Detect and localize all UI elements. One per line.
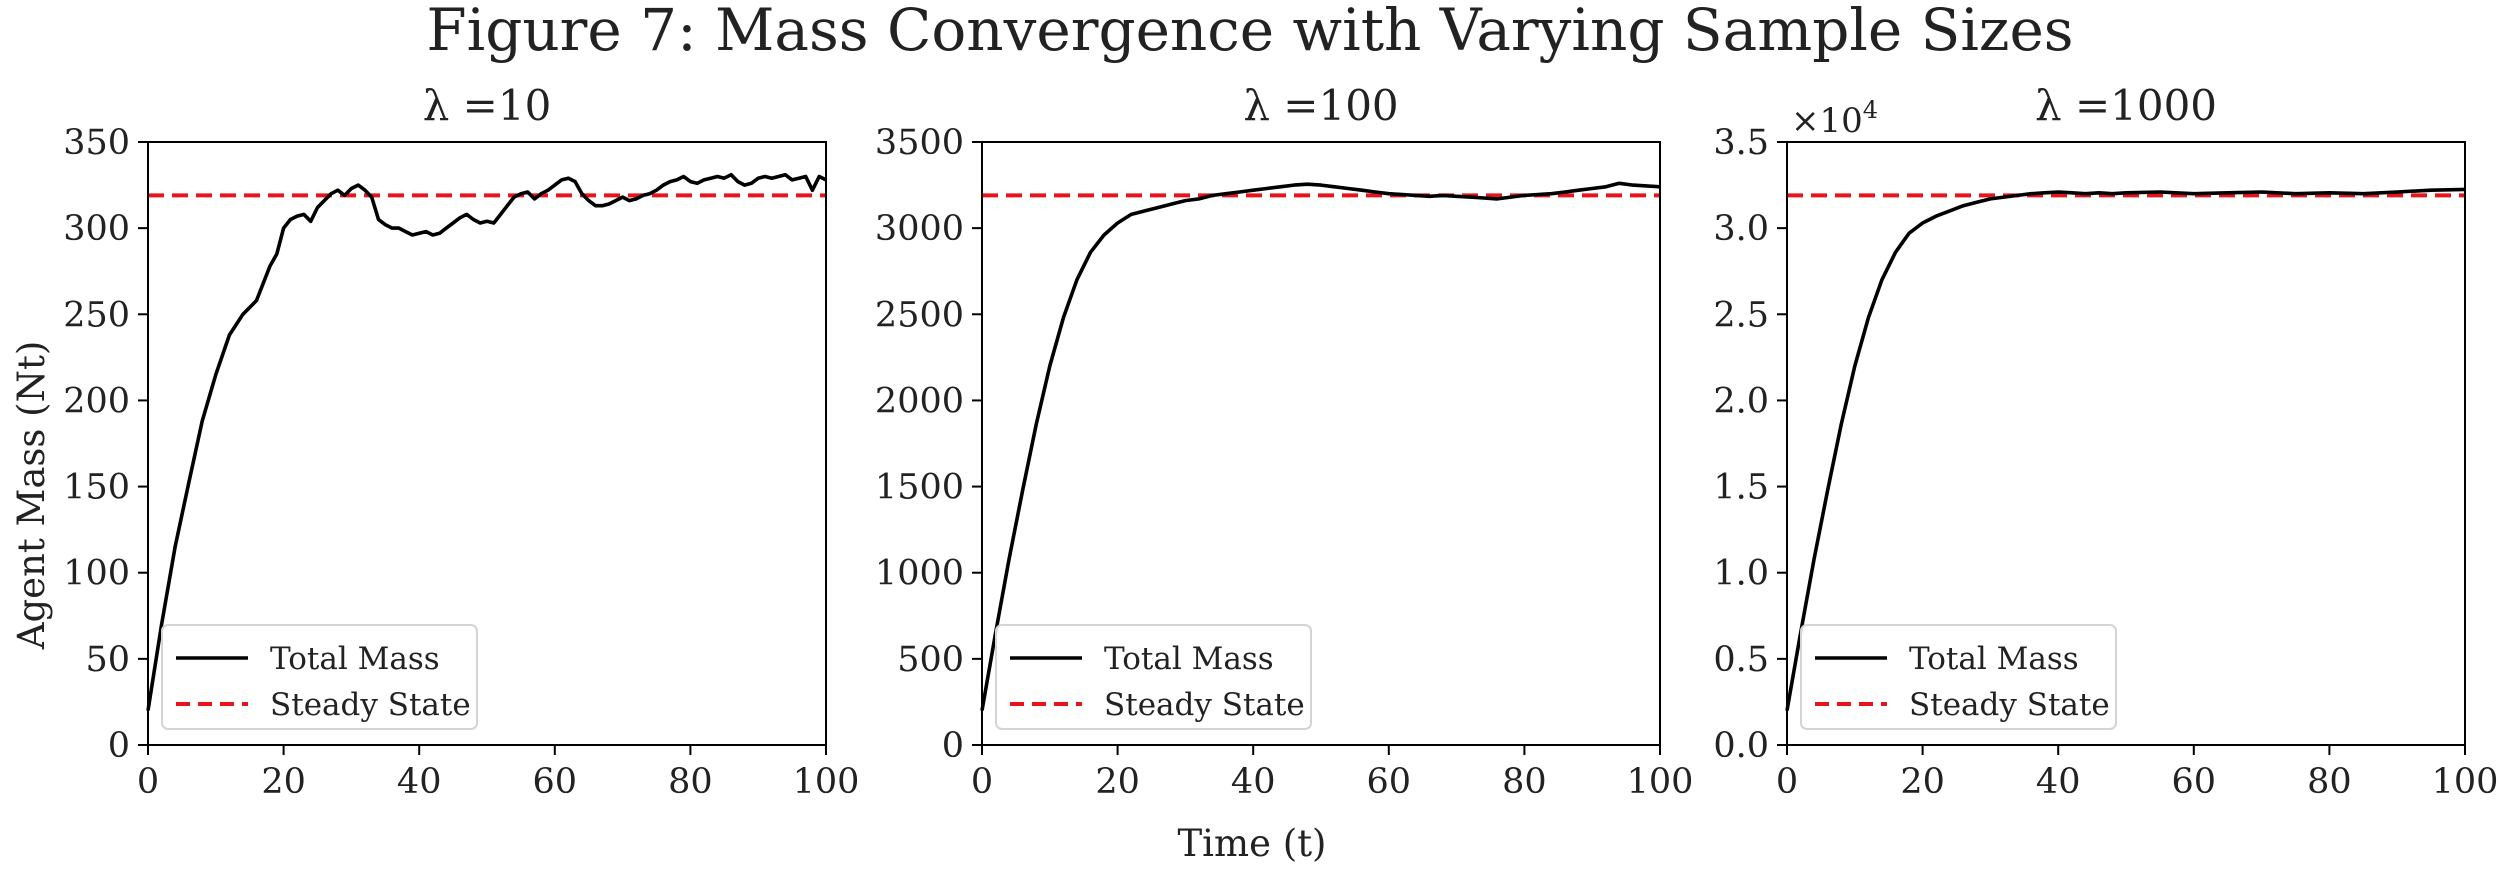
y-tick-label: 2.0 xyxy=(1713,381,1769,421)
y-tick-label: 200 xyxy=(63,381,130,421)
y-tick-label: 3500 xyxy=(875,123,964,163)
y-tick-label: 350 xyxy=(63,123,130,163)
y-tick-label: 0.0 xyxy=(1713,726,1769,766)
panel-3: 0 20 40 60 80 100 0.0 0.5 1.0 1.5 2.0 2.5 3.0 3.5 λ =1… xyxy=(1713,81,2498,802)
total-mass-line xyxy=(1785,187,2466,711)
x-tick-label: 20 xyxy=(1900,762,1945,802)
x-tick-label: 0 xyxy=(971,762,993,802)
x-tick-label: 100 xyxy=(2432,762,2499,802)
y-tick-label: 3000 xyxy=(875,209,964,249)
legend-label-steady-state: Steady State xyxy=(1104,687,1305,723)
legend-box xyxy=(161,624,478,730)
y-tick-label: 1000 xyxy=(875,554,964,594)
x-tick-label: 40 xyxy=(1231,762,1276,802)
y-tick-label: 50 xyxy=(85,640,130,680)
x-tick-label: 100 xyxy=(793,762,860,802)
x-tick-label: 20 xyxy=(1095,762,1140,802)
plot-frame xyxy=(147,141,827,746)
legend-label-total-mass: Total Mass xyxy=(270,641,440,677)
panel-2: 0 20 40 60 80 1000500100015002000250030003500… xyxy=(875,81,1693,802)
y-tick-label: 2000 xyxy=(875,381,964,421)
y-multiplier-exponent: 4 xyxy=(1863,96,1878,124)
panel-title: λ =1000 xyxy=(2035,81,2217,130)
legend-label-total-mass: Total Mass xyxy=(1104,641,1274,677)
plot-frame xyxy=(1786,141,2466,746)
x-tick-label: 100 xyxy=(1627,762,1694,802)
y-tick-label: 0 xyxy=(942,726,964,766)
legend-label-steady-state: Steady State xyxy=(1909,687,2110,723)
panel-title: λ =10 xyxy=(423,81,552,130)
legend-label-total-mass: Total Mass xyxy=(1909,641,2079,677)
x-tick-label: 60 xyxy=(1367,762,1412,802)
x-tick-label: 0 xyxy=(1776,762,1798,802)
y-tick-label: 500 xyxy=(897,640,964,680)
y-tick-label: 2500 xyxy=(875,295,964,335)
x-tick-label: 80 xyxy=(1502,762,1547,802)
y-tick-label: 100 xyxy=(63,554,130,594)
y-tick-label: 150 xyxy=(63,468,130,508)
x-tick-label: 60 xyxy=(2172,762,2217,802)
x-tick-label: 60 xyxy=(533,762,578,802)
y-tick-label: 250 xyxy=(63,295,130,335)
total-mass-line xyxy=(146,172,827,711)
y-tick-label: 0 xyxy=(108,726,130,766)
y-tick-label: 1500 xyxy=(875,468,964,508)
y-tick-label: 300 xyxy=(63,209,130,249)
legend-label-steady-state: Steady State xyxy=(270,687,471,723)
y-axis-label: Agent Mass (Nt) xyxy=(10,341,53,651)
legend-box xyxy=(995,624,1312,730)
y-tick-label: 1.5 xyxy=(1713,468,1769,508)
x-tick-label: 80 xyxy=(668,762,713,802)
legend-box xyxy=(1800,624,2117,730)
x-axis-label: Time (t) xyxy=(1178,822,1327,865)
x-tick-label: 20 xyxy=(261,762,306,802)
figure-title: Figure 7: Mass Convergence with Varying … xyxy=(426,0,2073,64)
y-tick-label: 0.5 xyxy=(1713,640,1769,680)
y-tick-label: 1.0 xyxy=(1713,554,1769,594)
x-tick-label: 80 xyxy=(2307,762,2352,802)
panel-title: λ =100 xyxy=(1243,81,1398,130)
x-tick-label: 40 xyxy=(2036,762,2081,802)
panel-1: 0 20 40 60 80 100 0 50 100 150 200 250 300 350 λ =10 To… xyxy=(63,81,859,802)
y-tick-label: 3.5 xyxy=(1713,123,1769,163)
y-multiplier: ×104 xyxy=(1791,96,1878,141)
x-tick-label: 0 xyxy=(137,762,159,802)
x-tick-label: 40 xyxy=(397,762,442,802)
total-mass-line xyxy=(980,181,1661,711)
y-tick-label: 2.5 xyxy=(1713,295,1769,335)
y-tick-label: 3.0 xyxy=(1713,209,1769,249)
plot-frame xyxy=(981,141,1661,746)
